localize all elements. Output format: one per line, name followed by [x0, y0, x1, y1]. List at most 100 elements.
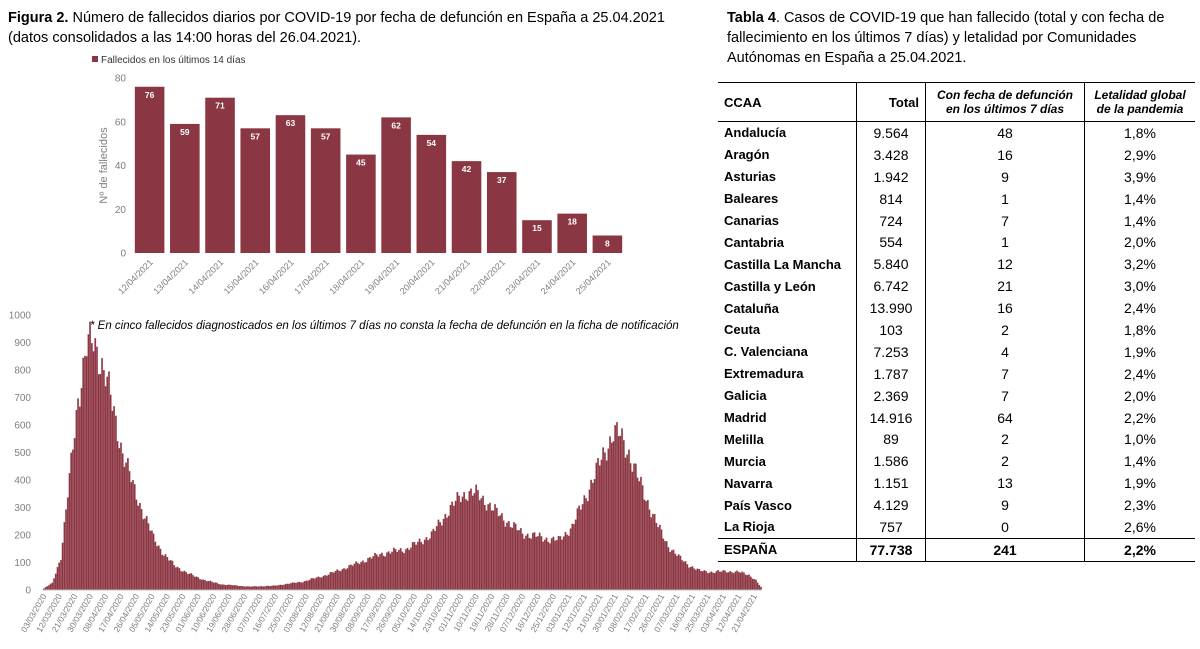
bar-value-label: 18: [567, 217, 577, 227]
daily-bar: [755, 579, 757, 591]
y-tick-label: 100: [14, 558, 31, 569]
row-region: Castilla La Mancha: [724, 256, 842, 272]
daily-bar: [144, 518, 146, 591]
row-total: 1.151: [856, 472, 926, 495]
x-tick-label: 12/04/2021: [116, 257, 155, 296]
chart-footnote: * En cinco fallecidos diagnosticados en …: [90, 320, 679, 332]
x-tick-label: 22/04/2021: [468, 257, 507, 296]
daily-bar: [573, 524, 575, 591]
row-last-7-days: 7: [925, 362, 1085, 385]
daily-bar: [78, 406, 81, 591]
total-last-7-days: 241: [925, 537, 1085, 562]
daily-bar: [399, 548, 402, 591]
row-last-7-days: 9: [925, 165, 1085, 188]
daily-bar: [89, 321, 91, 591]
daily-bar: [73, 438, 76, 591]
daily-bar: [633, 463, 635, 591]
daily-bar: [416, 541, 419, 591]
row-total: 89: [856, 428, 926, 451]
daily-bar: [132, 480, 134, 591]
y-tick-label: 300: [14, 503, 31, 514]
daily-bar: [180, 571, 182, 591]
daily-bar: [502, 520, 505, 591]
daily-bar: [600, 459, 603, 591]
daily-bar: [598, 465, 601, 591]
table-row: País Vasco 4.129 9 2,3%: [718, 494, 1195, 517]
daily-bar: [507, 520, 510, 591]
daily-bar: [418, 538, 421, 591]
daily-bar: [137, 505, 140, 591]
daily-bar: [411, 542, 414, 591]
daily-bar: [320, 577, 323, 591]
daily-bar: [181, 571, 184, 591]
row-region: Galicia: [724, 388, 767, 404]
daily-bar: [494, 504, 496, 591]
daily-bar: [595, 462, 598, 591]
daily-bar: [442, 518, 445, 591]
daily-bar: [480, 498, 483, 591]
row-total: 757: [856, 516, 926, 539]
daily-bar: [468, 491, 471, 591]
daily-bar: [164, 554, 167, 591]
y-tick-label: 900: [14, 338, 31, 349]
daily-bar: [175, 567, 177, 591]
daily-bar: [756, 582, 759, 591]
daily-bar: [717, 570, 720, 591]
daily-bar: [120, 442, 122, 591]
daily-bar: [597, 458, 599, 591]
daily-bar: [744, 574, 747, 591]
daily-bar: [401, 551, 404, 591]
daily-bar: [389, 553, 392, 591]
daily-bar: [238, 586, 241, 591]
daily-bar: [521, 533, 524, 591]
daily-bar: [698, 568, 701, 591]
daily-bar: [739, 572, 742, 591]
daily-bar: [56, 566, 59, 591]
daily-bar: [581, 504, 584, 591]
table-row: Melilla 89 2 1,0%: [718, 428, 1195, 451]
daily-bar: [679, 555, 682, 591]
daily-bar: [202, 579, 205, 591]
daily-bar: [204, 580, 206, 591]
x-tick-label: 24/04/2021: [539, 257, 578, 296]
daily-bar: [696, 568, 699, 591]
daily-bar: [322, 575, 325, 591]
daily-bar: [650, 517, 653, 591]
daily-bar: [332, 572, 335, 591]
row-total: 5.840: [856, 253, 926, 276]
row-total: 9.564: [856, 121, 926, 144]
table-row: La Rioja 757 0 2,6%: [718, 516, 1195, 539]
daily-bar: [46, 586, 49, 591]
row-region: Cataluña: [724, 300, 779, 316]
daily-bar: [674, 553, 677, 591]
row-lethality: 2,2%: [1084, 406, 1195, 429]
daily-bar: [662, 538, 665, 591]
daily-bar: [360, 561, 363, 591]
daily-bar: [404, 549, 407, 591]
daily-bar: [114, 415, 117, 591]
daily-bar: [732, 573, 735, 591]
daily-bar: [199, 579, 201, 591]
table-row: Ceuta 103 2 1,8%: [718, 319, 1195, 341]
daily-bar: [61, 542, 64, 591]
daily-bar: [226, 584, 229, 591]
daily-bar: [667, 547, 670, 591]
daily-bar: [104, 386, 107, 591]
daily-bar: [286, 583, 289, 591]
daily-bar: [719, 571, 721, 591]
daily-bar: [391, 551, 393, 591]
daily-bar: [168, 560, 170, 591]
daily-bar: [339, 571, 342, 591]
daily-bar: [506, 522, 508, 591]
daily-bar: [241, 586, 244, 591]
daily-bar: [367, 557, 369, 591]
daily-bar: [92, 351, 95, 591]
daily-bar: [176, 566, 179, 591]
row-region: Baleares: [724, 191, 779, 207]
daily-bar: [257, 586, 260, 591]
daily-bar: [454, 500, 457, 591]
daily-bar: [188, 573, 191, 591]
daily-bar: [751, 578, 754, 591]
row-last-7-days: 9: [925, 494, 1085, 517]
bar-value-label: 76: [145, 90, 155, 100]
